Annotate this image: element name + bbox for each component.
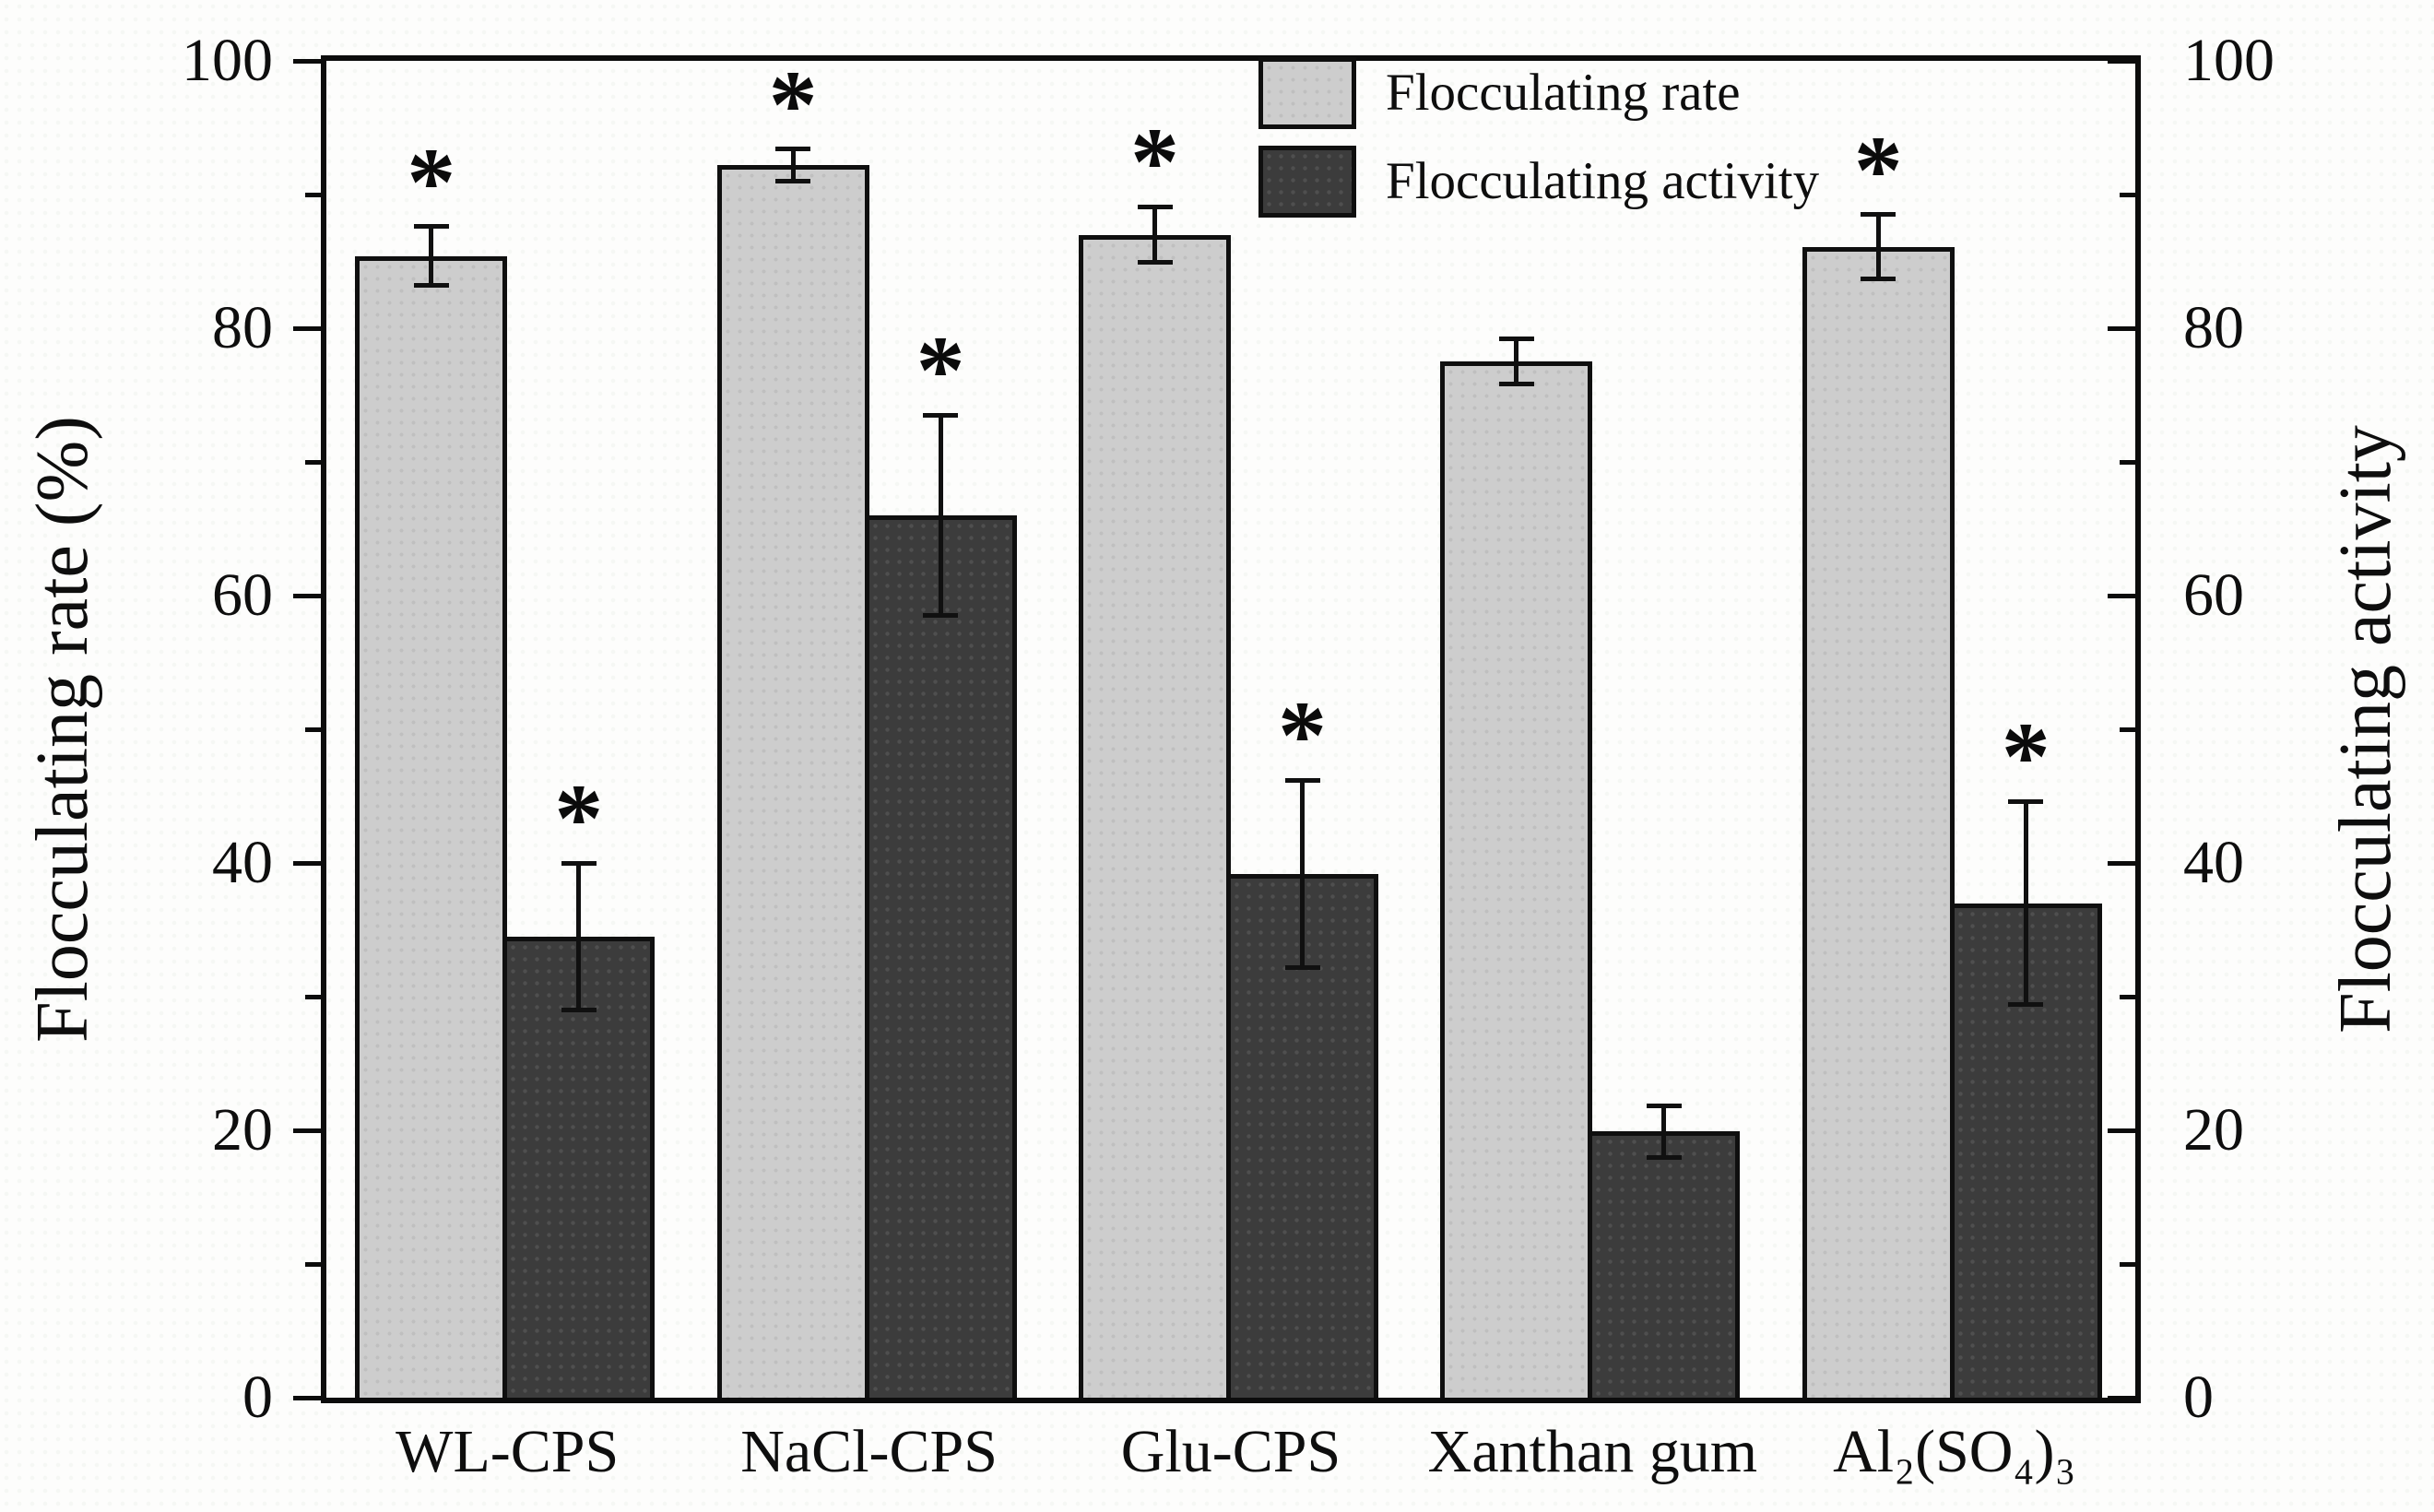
left-minor-tick-10 <box>305 1261 321 1267</box>
significance-asterisk-flocculating-rate-wl-cps: * <box>407 127 456 236</box>
error-cap-bottom-xanthan-gum <box>1498 382 1534 387</box>
x-category-label-wl-cps: WL-CPS <box>396 1418 620 1485</box>
significance-asterisk-flocculating-activity-nacl-cps: * <box>916 316 965 425</box>
legend-row-flocculating-rate: Flocculating rate <box>1258 57 1819 129</box>
significance-asterisk-flocculating-activity-al-so: * <box>2001 703 2050 811</box>
right-tick-label-60: 60 <box>2183 561 2244 629</box>
legend-swatch-flocculating-activity <box>1258 146 1356 218</box>
right-minor-tick-50 <box>2120 726 2135 732</box>
x-category-label-glu-cps: Glu-CPS <box>1120 1418 1341 1485</box>
significance-asterisk-flocculating-rate-glu-cps: * <box>1130 108 1179 217</box>
left-major-tick-80 <box>293 325 321 331</box>
legend-swatch-flocculating-rate <box>1258 57 1356 129</box>
legend-label-flocculating-rate: Flocculating rate <box>1386 64 1741 122</box>
error-cap-top-wl-cps <box>561 860 597 866</box>
error-cap-top-glu-cps <box>1284 777 1320 783</box>
error-cap-top-nacl-cps <box>775 147 811 152</box>
error-cap-top-glu-cps <box>1137 204 1173 209</box>
right-minor-tick-70 <box>2120 459 2135 465</box>
right-tick-label-40: 40 <box>2183 829 2244 896</box>
right-major-tick-100 <box>2108 58 2135 64</box>
right-major-tick-60 <box>2108 593 2135 598</box>
bar-flocculating-rate-glu-cps <box>1079 234 1231 1398</box>
significance-asterisk-flocculating-rate-nacl-cps: * <box>768 50 818 159</box>
error-cap-bottom-al-so <box>2008 1002 2044 1008</box>
plot-area: * * * * * * * * <box>293 50 2141 1403</box>
error-cap-bottom-wl-cps <box>413 283 449 289</box>
error-cap-bottom-nacl-cps <box>775 179 811 183</box>
left-tick-label-0: 0 <box>242 1364 273 1431</box>
error-cap-top-wl-cps <box>413 224 449 230</box>
x-category-label-al-so: Al₂(SO₄)₃ <box>1833 1418 2076 1485</box>
right-minor-tick-90 <box>2120 192 2135 197</box>
right-major-tick-40 <box>2108 860 2135 866</box>
right-tick-label-100: 100 <box>2183 27 2274 94</box>
error-bar-flocculating-rate-wl-cps <box>429 226 434 286</box>
left-minor-tick-70 <box>305 459 321 465</box>
error-bar-flocculating-activity-glu-cps <box>1300 780 1305 968</box>
left-tick-label-80: 80 <box>212 294 273 361</box>
error-cap-bottom-glu-cps <box>1284 964 1320 970</box>
left-tick-label-20: 20 <box>212 1096 273 1164</box>
left-major-tick-0 <box>293 1395 321 1400</box>
left-axis-tick-labels: 0 20 40 60 80 100 <box>0 30 273 1428</box>
error-cap-bottom-wl-cps <box>561 1008 597 1012</box>
error-cap-top-xanthan-gum <box>1646 1104 1682 1109</box>
error-bar-flocculating-activity-wl-cps <box>576 863 582 1010</box>
left-tick-label-100: 100 <box>182 27 273 94</box>
legend: Flocculating rate Flocculating activity <box>1258 57 1819 234</box>
error-bar-flocculating-rate-glu-cps <box>1152 207 1157 263</box>
error-bar-flocculating-rate-nacl-cps <box>790 148 796 182</box>
x-category-label-nacl-cps: NaCl-CPS <box>740 1418 998 1485</box>
bar-flocculating-rate-al-so <box>1802 246 1955 1398</box>
right-tick-label-20: 20 <box>2183 1096 2244 1164</box>
bar-flocculating-activity-wl-cps <box>502 936 656 1398</box>
right-major-tick-0 <box>2108 1395 2135 1400</box>
bar-flocculating-rate-wl-cps <box>355 255 508 1398</box>
error-bar-flocculating-rate-al-so <box>1875 214 1881 279</box>
right-major-tick-80 <box>2108 325 2135 331</box>
right-tick-label-0: 0 <box>2183 1364 2214 1431</box>
bar-flocculating-activity-nacl-cps <box>864 515 1017 1398</box>
error-bar-flocculating-activity-nacl-cps <box>938 415 943 616</box>
left-major-tick-20 <box>293 1128 321 1133</box>
right-tick-label-80: 80 <box>2183 294 2244 361</box>
error-bar-flocculating-rate-xanthan-gum <box>1514 338 1519 384</box>
left-minor-tick-30 <box>305 994 321 999</box>
x-category-label-xanthan-gum: Xanthan gum <box>1427 1418 1758 1485</box>
error-cap-top-al-so <box>1861 212 1896 218</box>
bar-flocculating-rate-xanthan-gum <box>1440 361 1593 1398</box>
left-tick-label-60: 60 <box>212 561 273 629</box>
error-cap-top-xanthan-gum <box>1498 337 1534 342</box>
error-cap-top-al-so <box>2008 798 2044 804</box>
left-minor-tick-90 <box>305 192 321 197</box>
bar-flocculating-rate-nacl-cps <box>716 165 869 1398</box>
significance-asterisk-flocculating-activity-glu-cps: * <box>1278 681 1327 790</box>
error-cap-bottom-glu-cps <box>1137 260 1173 266</box>
legend-row-flocculating-activity: Flocculating activity <box>1258 146 1819 218</box>
significance-asterisk-flocculating-rate-al-so: * <box>1853 115 1903 224</box>
error-cap-top-nacl-cps <box>923 412 959 418</box>
error-bar-flocculating-activity-xanthan-gum <box>1661 1105 1667 1157</box>
error-cap-bottom-xanthan-gum <box>1646 1154 1682 1160</box>
legend-label-flocculating-activity: Flocculating activity <box>1386 152 1820 210</box>
left-tick-label-40: 40 <box>212 829 273 896</box>
right-major-tick-20 <box>2108 1128 2135 1133</box>
significance-asterisk-flocculating-activity-wl-cps: * <box>554 764 604 872</box>
right-minor-tick-10 <box>2120 1261 2135 1267</box>
left-major-tick-40 <box>293 860 321 866</box>
left-major-tick-100 <box>293 58 321 64</box>
error-cap-bottom-nacl-cps <box>923 613 959 619</box>
right-minor-tick-30 <box>2120 994 2135 999</box>
left-major-tick-60 <box>293 593 321 598</box>
error-bar-flocculating-activity-al-so <box>2023 801 2028 1005</box>
right-axis-tick-labels: 0 20 40 60 80 100 <box>2183 30 2432 1428</box>
left-minor-tick-50 <box>305 726 321 732</box>
bar-flocculating-activity-xanthan-gum <box>1588 1131 1741 1398</box>
error-cap-bottom-al-so <box>1861 276 1896 281</box>
